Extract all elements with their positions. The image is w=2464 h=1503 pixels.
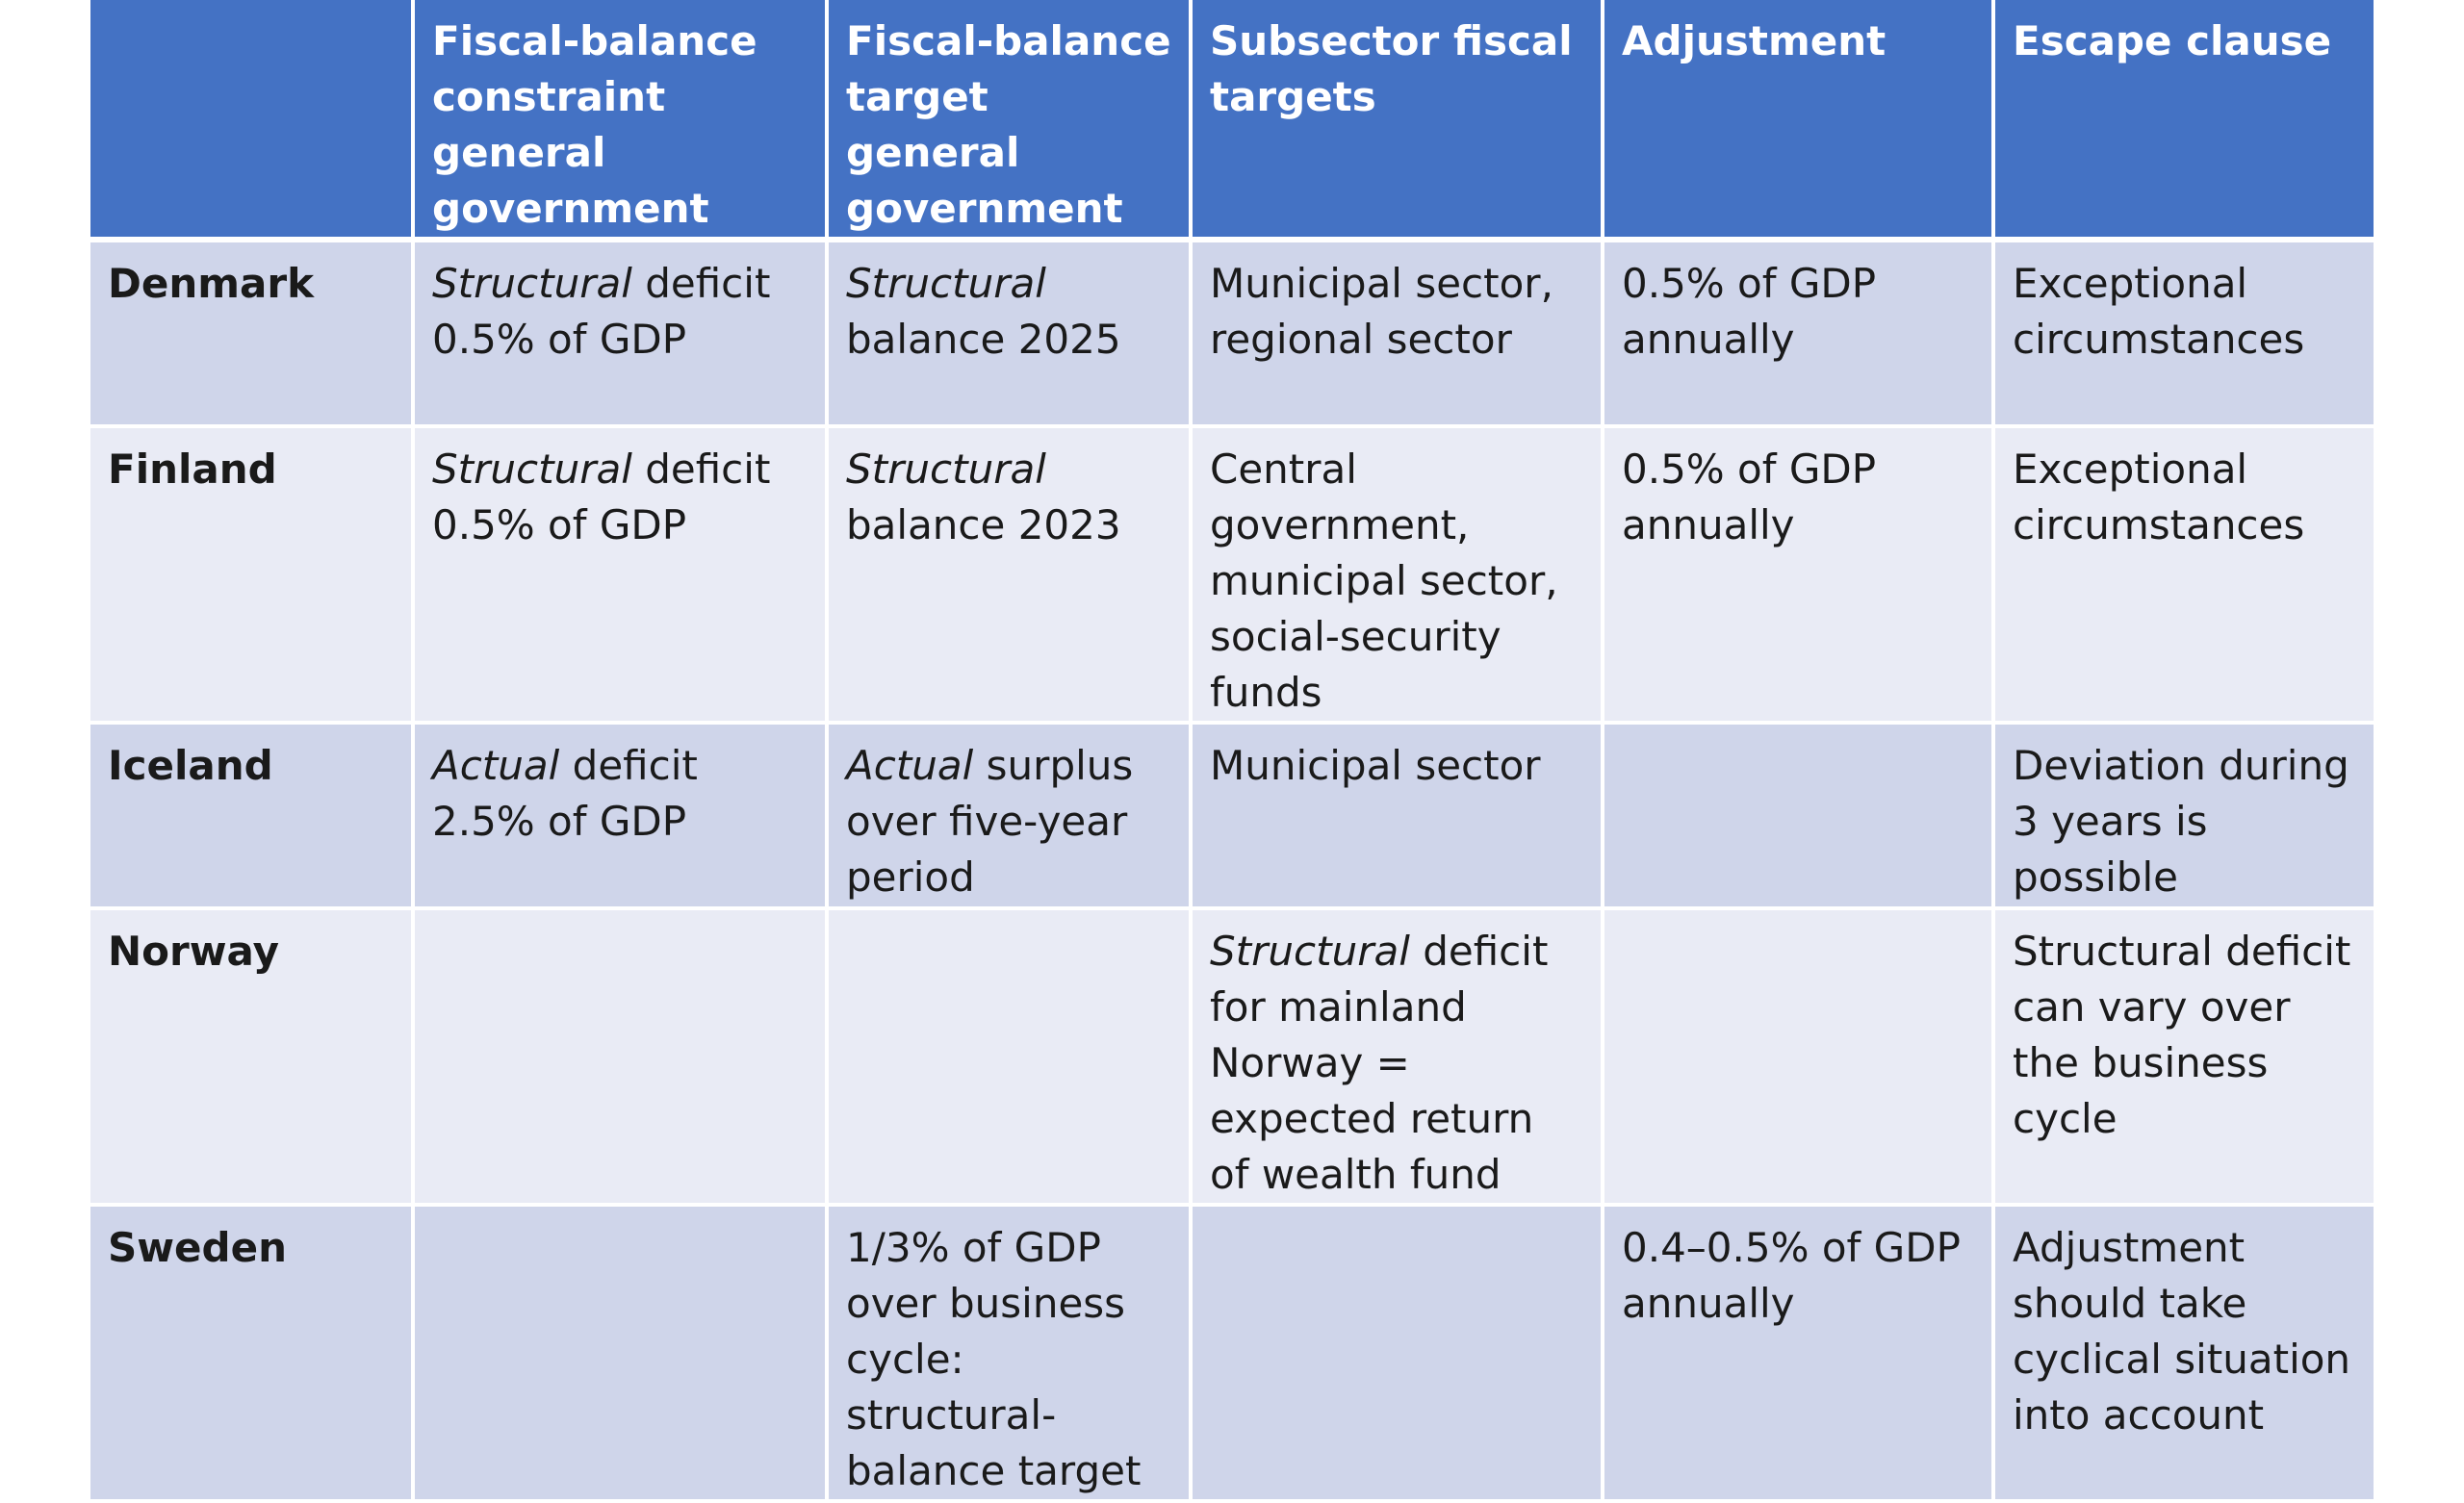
target-cell <box>829 910 1193 1207</box>
country-cell: Sweden <box>90 1207 415 1503</box>
subsector-cell: Municipal sector <box>1193 725 1604 910</box>
constraint-cell: Structural deficit 0.5% of GDP <box>415 428 829 725</box>
subsector-text: deficit for mainland Norway = expected r… <box>1210 928 1549 1198</box>
target-emphasis: Structural <box>846 446 1046 493</box>
target-cell: Structural balance 2025 <box>829 242 1193 428</box>
subsector-text: Municipal sector <box>1210 742 1541 789</box>
table-row-finland: Finland Structural deficit 0.5% of GDP S… <box>90 428 2374 725</box>
constraint-text: deficit 2.5% of GDP <box>432 742 698 845</box>
fiscal-rules-table: Fiscal-balance constraint general govern… <box>90 0 2374 1503</box>
escape-clause-cell: Deviation during 3 years is possible <box>1995 725 2374 910</box>
header-cell-target: Fiscal-balance target general government <box>829 0 1193 242</box>
target-cell: Structural balance 2023 <box>829 428 1193 725</box>
constraint-cell: Actual deficit 2.5% of GDP <box>415 725 829 910</box>
table-row-sweden: Sweden 1/3% of GDP over business cycle: … <box>90 1207 2374 1503</box>
target-text: surplus over five-year period <box>846 742 1134 901</box>
target-text: balance 2025 <box>846 316 1121 363</box>
adjustment-cell: 0.4–0.5% of GDP annually <box>1604 1207 1995 1503</box>
target-text: 1/3% of GDP over business cycle: structu… <box>846 1224 1142 1494</box>
constraint-emphasis: Structural <box>432 260 632 307</box>
header-cell-subsector: Subsector fiscal targets <box>1193 0 1604 242</box>
subsector-cell: Municipal sector, regional sector <box>1193 242 1604 428</box>
header-cell-escape-clause: Escape clause <box>1995 0 2374 242</box>
country-cell: Norway <box>90 910 415 1207</box>
adjustment-cell <box>1604 910 1995 1207</box>
target-cell: Actual surplus over five-year period <box>829 725 1193 910</box>
header-cell-adjustment: Adjustment <box>1604 0 1995 242</box>
country-cell: Denmark <box>90 242 415 428</box>
table-row-denmark: Denmark Structural deficit 0.5% of GDP S… <box>90 242 2374 428</box>
subsector-emphasis: Structural <box>1210 928 1410 975</box>
escape-clause-cell: Exceptional circumstances <box>1995 428 2374 725</box>
subsector-cell: Structural deficit for mainland Norway =… <box>1193 910 1604 1207</box>
adjustment-cell: 0.5% of GDP annually <box>1604 428 1995 725</box>
escape-clause-cell: Adjustment should take cyclical situatio… <box>1995 1207 2374 1503</box>
escape-clause-cell: Structural deficit can vary over the bus… <box>1995 910 2374 1207</box>
subsector-cell: Central government, municipal sector, so… <box>1193 428 1604 725</box>
target-cell: 1/3% of GDP over business cycle: structu… <box>829 1207 1193 1503</box>
subsector-text: Central government, municipal sector, so… <box>1210 446 1558 716</box>
header-cell-country <box>90 0 415 242</box>
escape-clause-cell: Exceptional circumstances <box>1995 242 2374 428</box>
country-cell: Iceland <box>90 725 415 910</box>
adjustment-cell: 0.5% of GDP annually <box>1604 242 1995 428</box>
table-row-iceland: Iceland Actual deficit 2.5% of GDP Actua… <box>90 725 2374 910</box>
constraint-text: deficit 0.5% of GDP <box>432 260 771 363</box>
slide: Fiscal-balance constraint general govern… <box>90 0 2374 1503</box>
target-text: balance 2023 <box>846 501 1121 548</box>
table-header-row: Fiscal-balance constraint general govern… <box>90 0 2374 242</box>
constraint-cell <box>415 910 829 1207</box>
constraint-cell: Structural deficit 0.5% of GDP <box>415 242 829 428</box>
constraint-cell <box>415 1207 829 1503</box>
subsector-text: Municipal sector, regional sector <box>1210 260 1553 363</box>
target-emphasis: Structural <box>846 260 1046 307</box>
target-emphasis: Actual <box>846 742 974 789</box>
adjustment-cell <box>1604 725 1995 910</box>
constraint-text: deficit 0.5% of GDP <box>432 446 771 548</box>
constraint-emphasis: Actual <box>432 742 560 789</box>
subsector-cell <box>1193 1207 1604 1503</box>
header-cell-constraint: Fiscal-balance constraint general govern… <box>415 0 829 242</box>
table-row-norway: Norway Structural deficit for mainland N… <box>90 910 2374 1207</box>
country-cell: Finland <box>90 428 415 725</box>
constraint-emphasis: Structural <box>432 446 632 493</box>
